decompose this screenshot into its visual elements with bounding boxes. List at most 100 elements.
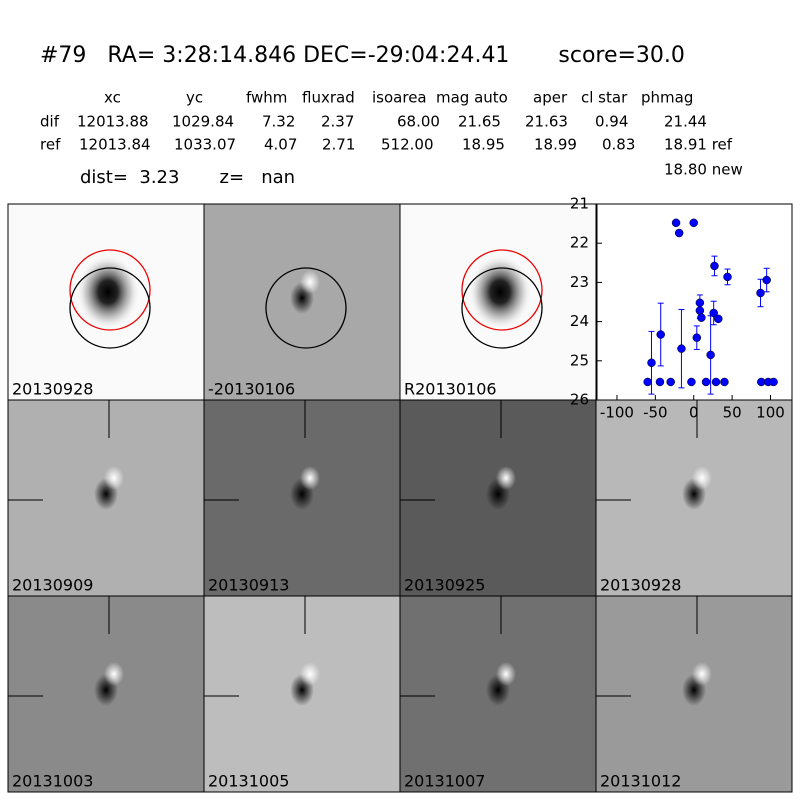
point <box>656 330 665 339</box>
point <box>695 306 705 315</box>
point <box>677 344 686 353</box>
stamp: 20130925 <box>399 399 597 597</box>
stamp: 20130928 <box>7 203 205 401</box>
table-cell: 21.44 <box>664 113 707 131</box>
light-lobe <box>104 466 124 490</box>
point <box>714 314 723 324</box>
table-cell: 2.71 <box>322 136 355 154</box>
point <box>666 377 675 387</box>
point <box>709 308 718 318</box>
stamp-label: 20131007 <box>404 772 485 791</box>
light-lobe <box>496 466 516 490</box>
point <box>710 261 719 271</box>
table-cell: ref <box>40 136 61 154</box>
source-blob <box>76 254 140 330</box>
point <box>769 377 778 387</box>
plot-area <box>596 203 793 401</box>
table-cell: 21.65 <box>458 113 501 131</box>
point <box>643 377 652 387</box>
point <box>697 313 706 322</box>
y-tick-label: 22 <box>570 234 589 252</box>
table-header: aper <box>533 89 568 107</box>
point <box>762 275 771 285</box>
table-header: isoarea <box>372 89 427 107</box>
stamp: 20131007 <box>399 595 597 793</box>
red-aperture <box>461 249 543 331</box>
table-cell: 0.83 <box>602 136 635 154</box>
light-lobe <box>300 662 320 686</box>
stamp-label: 20130928 <box>12 380 93 399</box>
stamp: 20131012 <box>595 595 793 793</box>
y-tick-label: 24 <box>570 312 589 330</box>
x-tick-label: -50 <box>643 404 668 422</box>
table-cell: 68.00 <box>397 113 440 131</box>
stamp: 20131005 <box>203 595 401 793</box>
table-cell: 18.99 <box>534 136 577 154</box>
light-lobe <box>496 662 516 686</box>
stamp-label: 20130925 <box>404 576 485 595</box>
stamp: 20131003 <box>7 595 205 793</box>
table-cell: 18.95 <box>462 136 505 154</box>
point <box>706 350 715 360</box>
light-lobe <box>692 466 712 490</box>
point <box>723 272 732 282</box>
table-header: phmag <box>641 89 693 107</box>
point <box>692 333 702 342</box>
title: #79 RA= 3:28:14.846 DEC=-29:04:24.41 sco… <box>40 43 685 68</box>
stamp: 20130928 <box>595 399 793 597</box>
light-lobe <box>300 466 320 490</box>
stamp-label: -20130106 <box>208 380 295 399</box>
table-cell: 1029.84 <box>172 113 234 131</box>
table-cell: 512.00 <box>381 136 434 154</box>
black-aperture <box>69 267 151 349</box>
point <box>655 377 665 387</box>
stamp: -20130106 <box>203 203 401 401</box>
table-cell: 4.07 <box>264 136 297 154</box>
stamp: 20130909 <box>7 399 205 597</box>
table-header: fwhm <box>246 89 287 107</box>
point <box>687 377 696 387</box>
table-header: cl star <box>581 89 628 107</box>
table-cell: 21.63 <box>525 113 568 131</box>
table-header: mag auto <box>436 89 508 107</box>
stamp: 20130913 <box>203 399 401 597</box>
light-lobe <box>104 662 124 686</box>
table-header: xc <box>104 89 121 107</box>
red-aperture <box>69 249 151 331</box>
stamp-label: 20130928 <box>600 576 681 595</box>
table-cell: dif <box>40 113 60 131</box>
stamp-label: 20131012 <box>600 772 681 791</box>
point <box>701 377 711 387</box>
stamp-label: 20130913 <box>208 576 289 595</box>
point <box>647 358 656 368</box>
table-cell: 1033.07 <box>174 136 236 154</box>
table-header: fluxrad <box>302 89 355 107</box>
y-tick-label: 26 <box>570 391 589 409</box>
table-cell: 12013.84 <box>79 136 151 154</box>
table-cell: 2.37 <box>321 113 354 131</box>
y-tick-label: 21 <box>570 195 589 213</box>
point <box>671 218 681 228</box>
x-tick-label: 100 <box>756 404 785 422</box>
table-cell: 7.32 <box>262 113 295 131</box>
x-tick-label: -100 <box>600 404 634 422</box>
source-blob <box>468 254 532 330</box>
stamp-label: 20130909 <box>12 576 93 595</box>
point <box>756 288 765 298</box>
stamp-label: 20131005 <box>208 772 289 791</box>
x-tick-label: 50 <box>723 404 742 422</box>
light-lobe <box>300 270 320 294</box>
stamp: R20130106 <box>399 203 597 401</box>
table-header: yc <box>186 89 203 107</box>
x-tick-label: 0 <box>689 404 699 422</box>
stamp-label: 20131003 <box>12 772 93 791</box>
light-lobe <box>692 662 712 686</box>
table-extra: 18.80 new <box>664 161 743 179</box>
point <box>689 218 698 228</box>
y-tick-label: 23 <box>570 273 589 291</box>
point <box>674 228 684 238</box>
stamp-label: R20130106 <box>404 380 497 399</box>
point <box>720 377 729 387</box>
